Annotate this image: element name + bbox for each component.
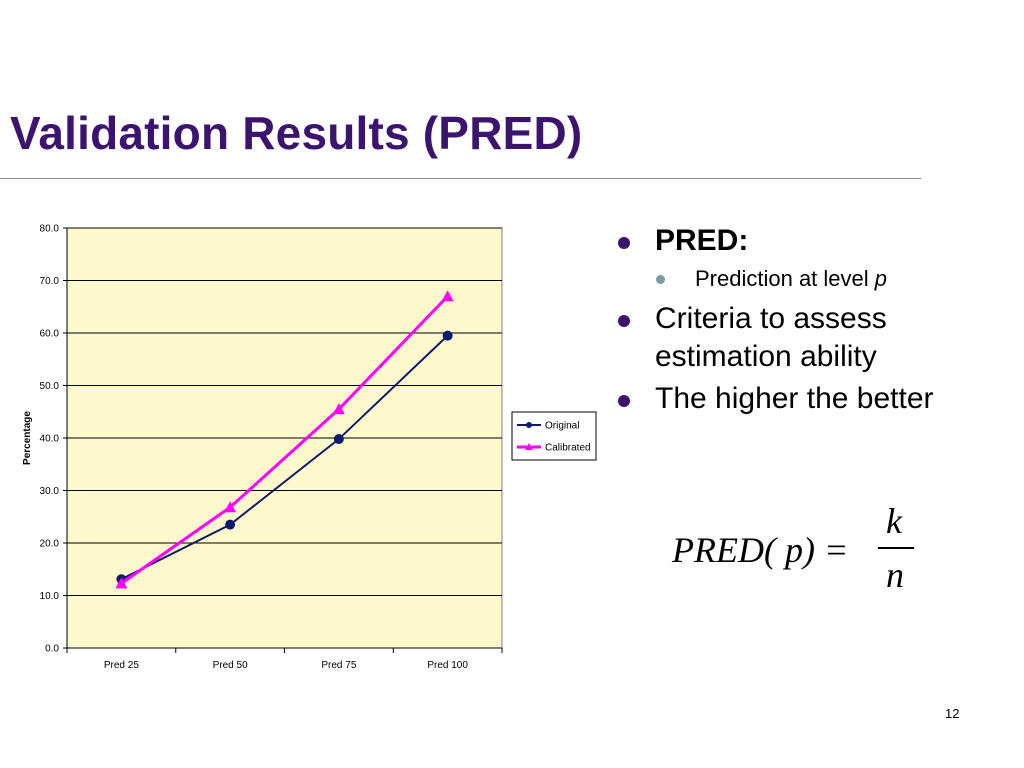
data-point — [224, 501, 237, 513]
legend-label: Original — [545, 421, 579, 432]
bullet-item: PRED: — [618, 222, 1018, 260]
formula-numerator: k — [886, 501, 902, 541]
series-line — [120, 295, 449, 585]
y-tick-label: 20.0 — [40, 539, 60, 550]
bullet-text: Criteria to assess estimation ability — [655, 302, 887, 373]
chart-container: 0.0 10.0 20.0 30.0 40.0 50.0 60.0 70.0 80.0 Pred … — [0, 195, 620, 705]
pred-formula: PRED( p) = k n — [672, 500, 932, 610]
title-divider — [0, 178, 921, 179]
pred-line-chart: 0.0 10.0 20.0 30.0 40.0 50.0 60.0 70.0 80.0 Pred … — [22, 224, 597, 671]
y-tick-label: 30.0 — [40, 486, 60, 497]
x-tick-label: Pred 25 — [104, 660, 139, 671]
formula-fraction-bar — [878, 547, 914, 549]
sub-bullet-item: Prediction at level p — [618, 264, 1018, 294]
legend-marker — [525, 443, 533, 450]
x-tick-label: Pred 75 — [321, 660, 356, 671]
legend-marker — [526, 422, 532, 428]
page-number: 12 — [945, 706, 960, 721]
sub-bullet-text: Prediction at level — [695, 266, 875, 291]
legend-label: Calibrated — [545, 443, 591, 454]
y-tick-label: 40.0 — [40, 434, 60, 445]
y-tick-label: 10.0 — [40, 591, 60, 602]
bullet-dot-icon — [618, 395, 630, 407]
series-line — [120, 334, 449, 581]
y-tick-label: 80.0 — [40, 224, 60, 235]
bullet-dot-icon — [618, 315, 630, 327]
y-tick-label: 70.0 — [40, 276, 60, 287]
x-tick-label: Pred 100 — [427, 660, 468, 671]
bullet-item: The higher the better — [618, 380, 1018, 418]
bullet-text: PRED: — [655, 224, 749, 257]
bullet-item: Criteria to assess estimation ability — [618, 300, 1018, 376]
data-point — [115, 577, 128, 589]
data-point — [225, 519, 236, 530]
x-tick-label: Pred 50 — [213, 660, 248, 671]
formula-denominator: n — [886, 555, 904, 595]
y-tick-label: 60.0 — [40, 329, 60, 340]
slide-title: Validation Results (PRED) — [10, 107, 583, 159]
data-point — [332, 403, 345, 415]
data-point — [441, 290, 454, 302]
formula-lhs: PRED( p) = — [672, 530, 849, 570]
bullet-text: The higher the better — [655, 382, 934, 415]
sub-bullet-dot-icon — [656, 275, 665, 284]
data-point — [333, 434, 344, 445]
y-tick-label: 50.0 — [40, 381, 60, 392]
legend-box — [511, 411, 597, 461]
bullet-dot-icon — [618, 237, 630, 249]
data-point — [442, 330, 453, 341]
sub-bullet-italic: p — [874, 266, 888, 291]
y-tick-label: 0.0 — [45, 644, 59, 655]
bullet-list: PRED: Prediction at level p Criteria to … — [618, 222, 1018, 422]
y-axis-label: Percentage — [22, 411, 33, 465]
